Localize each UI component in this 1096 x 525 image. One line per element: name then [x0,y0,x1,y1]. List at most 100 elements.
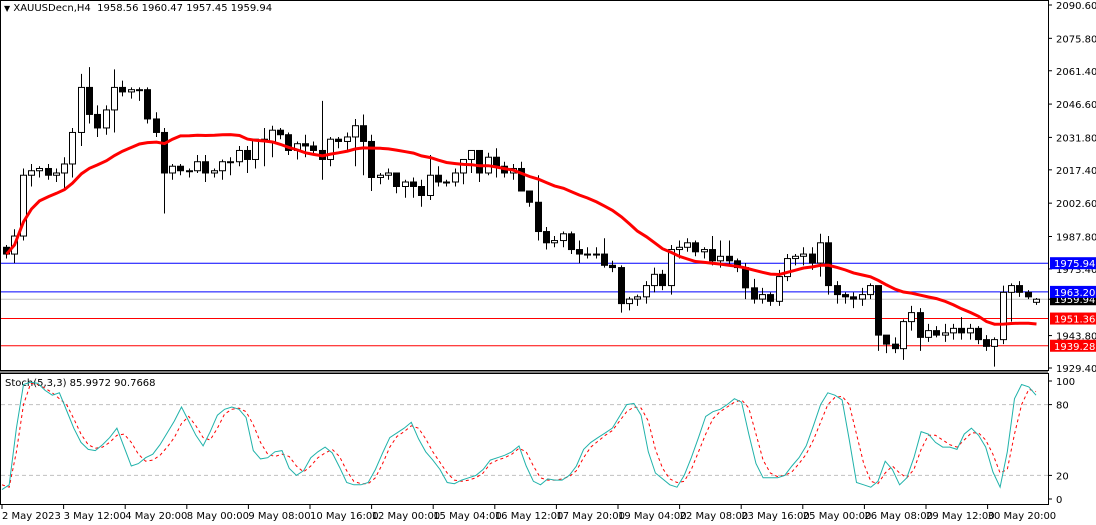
candle-body [1025,291,1032,298]
candle-body [269,129,276,142]
candle-body [651,273,658,287]
time-tick-label: 8 May 00:00 [187,511,249,522]
price-tick-label: 1973.40 [1056,265,1096,276]
collapse-arrow-icon[interactable]: ▼ [4,4,11,13]
chart-title: ▼ XAUUSDecn,H4 1958.56 1960.47 1957.45 1… [4,3,272,14]
candle-body [776,276,783,302]
time-tick-label: 9 May 08:00 [248,511,310,522]
candle-body [227,161,234,164]
price-tick-label: 2002.60 [1056,199,1096,210]
time-tick-label: 3 May 12:00 [64,511,126,522]
candle-body [601,253,608,266]
candle-body [767,294,774,302]
stoch-level-label: 0 [1056,495,1062,506]
candle-body [86,86,93,115]
level-tag-1963.20-bg[interactable] [1050,285,1096,298]
time-tick-label: 22 May 08:00 [680,511,749,522]
stoch-level-label: 20 [1056,471,1069,482]
candle-body [327,138,334,160]
candle-body [659,273,666,287]
candle-body [468,149,475,160]
candle-body [975,327,982,341]
candle-body [78,86,85,133]
time-axis[interactable]: 2 May 2023 3 May 12:00 4 May 20:00 8 May 00… [1,505,1056,522]
horizontal-lines[interactable] [1,262,1048,347]
candle-body [900,321,907,350]
candle-body [684,242,691,248]
candle-body [967,327,974,334]
candle-body [817,242,824,264]
price-tick-label: 1929.40 [1056,364,1096,375]
candle-body [1016,285,1023,293]
candle-body [277,129,284,136]
candle-body [335,138,342,142]
ma-line [5,133,1037,326]
level-tag-1939.28[interactable]: 1939.28 [1054,342,1095,353]
level-tag-1939.28-bg[interactable] [1050,339,1096,352]
candle-body [518,167,525,192]
ohlc-values: 1958.56 1960.47 1957.45 1959.94 [97,3,273,14]
candle-body [676,246,683,251]
candle-body [344,136,351,142]
candle-body [493,156,500,167]
candle-body [61,163,68,174]
current-price-tag[interactable]: 1959.94 [1054,295,1095,306]
candle-body [576,249,583,255]
price-tick-label: 2031.80 [1056,133,1096,144]
candle-body [701,249,708,253]
candlesticks [3,67,1040,367]
candle-body [418,186,425,197]
candle-body [867,285,874,296]
candle-body [244,149,251,160]
candle-body [800,253,807,257]
candle-body [692,242,699,253]
candle-body [834,285,841,296]
candle-body [236,149,243,163]
candle-body [859,294,866,300]
level-tag-1963.20[interactable]: 1963.20 [1054,288,1095,299]
time-tick-label: 16 May 12:00 [495,511,564,522]
candle-body [535,201,542,233]
candle-body [626,298,633,305]
price-axis[interactable]: 2090.60 2075.80 2061.40 2046.60 2031.80 2017.… [1048,1,1096,506]
candle-body [717,255,724,262]
candle-body [618,267,625,305]
level-tag-1951.36[interactable]: 1951.36 [1054,315,1095,326]
candle-body [45,167,52,176]
candle-body [302,143,309,147]
candle-body [560,233,567,242]
price-tick-label: 2090.60 [1056,1,1096,12]
candle-body [103,109,110,129]
time-tick-label: 15 May 04:00 [433,511,502,522]
candle-body [144,89,151,120]
candle-body [933,330,940,336]
candle-body [1008,285,1015,293]
candle-body [402,181,409,187]
candle-body [709,249,716,262]
candle-body [784,258,791,278]
candle-body [153,118,160,133]
level-tag-1975.94-bg[interactable] [1050,257,1096,270]
main-pane-border [0,0,1049,371]
candle-body [202,161,209,174]
candle-body [759,294,766,300]
candle-body [875,285,882,336]
candle-body [452,172,459,183]
candle-body [593,253,600,256]
time-tick-label: 10 May 16:00 [310,511,379,522]
candle-body [28,170,35,176]
candle-body [211,170,218,174]
candle-body [460,158,467,174]
level-tag-1951.36-bg[interactable] [1050,312,1096,325]
candle-body [991,339,998,347]
candle-body [352,125,359,138]
time-tick-label: 26 May 08:00 [864,511,933,522]
candle-body [568,233,575,251]
candle-body [443,181,450,184]
candle-body [435,174,442,183]
candle-body [377,174,384,178]
candle-body [917,312,924,338]
level-tag-1975.94[interactable]: 1975.94 [1054,259,1095,270]
chart-frame [0,0,1049,505]
